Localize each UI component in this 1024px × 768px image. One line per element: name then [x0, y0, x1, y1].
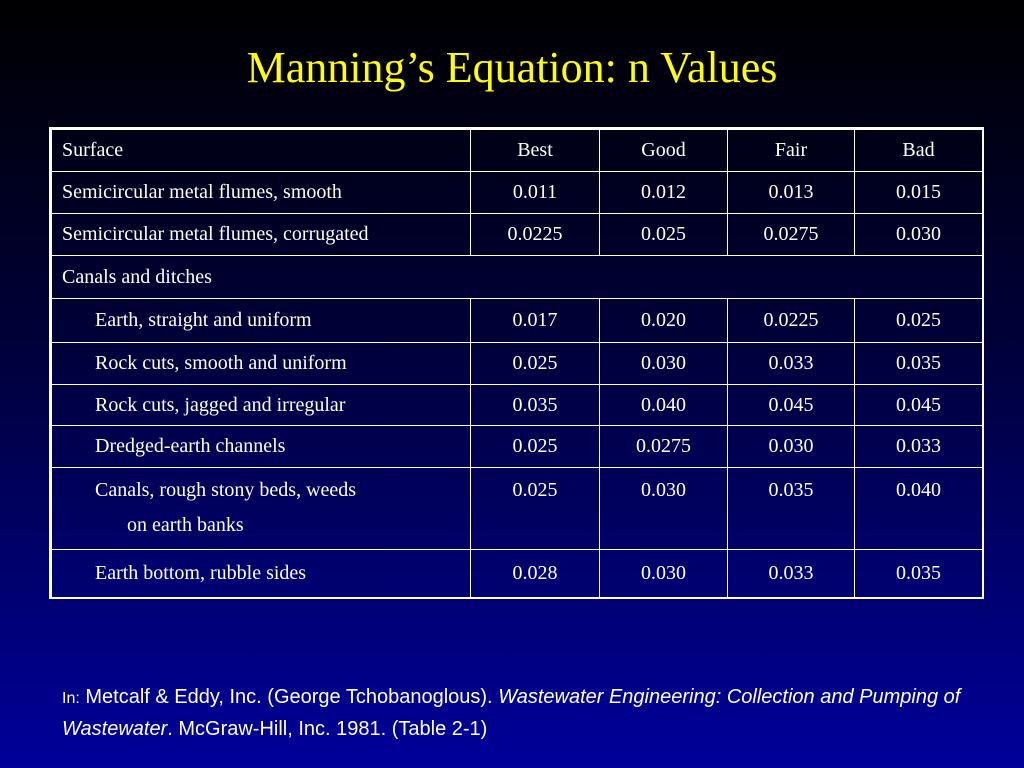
cell-best: 0.035 [470, 384, 600, 426]
cell-bad: 0.033 [854, 425, 983, 468]
slide-title: Manning’s Equation: n Values [246, 43, 778, 92]
table-header-row: Surface Best Good Fair Bad [51, 129, 983, 172]
cell-best: 0.025 [470, 425, 600, 468]
header-fair: Fair [727, 129, 855, 172]
table-row: Dredged-earth channels 0.025 0.0275 0.03… [51, 425, 983, 468]
cell-fair: 0.013 [727, 171, 855, 214]
table-row: Earth, straight and uniform 0.017 0.020 … [51, 298, 983, 343]
cell-fair: 0.045 [727, 384, 855, 426]
cell-good: 0.030 [599, 549, 728, 598]
table-row: Rock cuts, smooth and uniform 0.025 0.03… [51, 342, 983, 385]
table-row: Rock cuts, jagged and irregular 0.035 0.… [51, 384, 983, 426]
cell-bad: 0.035 [854, 549, 983, 598]
table-row: Earth bottom, rubble sides 0.028 0.030 0… [51, 549, 983, 598]
row-label: Earth, straight and uniform [51, 298, 471, 343]
citation: In: Metcalf & Eddy, Inc. (George Tchoban… [62, 682, 962, 744]
citation-publisher: . McGraw-Hill, Inc. 1981. (Table 2-1) [167, 718, 488, 740]
n-values-table: Surface Best Good Fair Bad Semicircular … [49, 127, 984, 599]
cell-fair: 0.033 [727, 342, 855, 385]
row-label-continuation: on earth banks [127, 514, 244, 536]
citation-authors: Metcalf & Eddy, Inc. (George Tchobanoglo… [85, 686, 493, 708]
cell-fair: 0.0225 [727, 298, 855, 343]
table-row: Canals, rough stony beds, weeds on earth… [51, 467, 983, 550]
cell-bad: 0.035 [854, 342, 983, 385]
cell-good: 0.025 [599, 213, 728, 256]
cell-fair: 0.033 [727, 549, 855, 598]
citation-book-title: Wastewater Engineering: Collection and P… [62, 686, 961, 740]
cell-good: 0.012 [599, 171, 728, 214]
header-surface: Surface [51, 129, 471, 172]
cell-bad: 0.015 [854, 171, 983, 214]
row-label: Semicircular metal flumes, smooth [51, 171, 471, 214]
cell-bad: 0.045 [854, 384, 983, 426]
row-label: Rock cuts, smooth and uniform [51, 342, 471, 385]
row-label: Canals, rough stony beds, weeds [95, 479, 357, 501]
row-label: Earth bottom, rubble sides [51, 549, 471, 598]
cell-good: 0.030 [599, 467, 728, 550]
cell-good: 0.040 [599, 384, 728, 426]
cell-bad: 0.040 [854, 467, 983, 550]
cell-best: 0.025 [470, 467, 600, 550]
table-row: Semicircular metal flumes, corrugated 0.… [51, 213, 983, 256]
cell-best: 0.0225 [470, 213, 600, 256]
header-good: Good [599, 129, 728, 172]
row-label: Dredged-earth channels [51, 425, 471, 468]
cell-best: 0.011 [470, 171, 600, 214]
section-row: Canals and ditches [51, 255, 983, 299]
row-label: Semicircular metal flumes, corrugated [51, 213, 471, 256]
cell-good: 0.030 [599, 342, 728, 385]
table-row: Semicircular metal flumes, smooth 0.011 … [51, 171, 983, 214]
row-label: Rock cuts, jagged and irregular [51, 384, 471, 426]
cell-best: 0.028 [470, 549, 600, 598]
cell-fair: 0.0275 [727, 213, 855, 256]
cell-good: 0.0275 [599, 425, 728, 468]
cell-best: 0.017 [470, 298, 600, 343]
row-label-multiline: Canals, rough stony beds, weeds on earth… [51, 467, 471, 550]
cell-best: 0.025 [470, 342, 600, 385]
cell-fair: 0.030 [727, 425, 855, 468]
header-bad: Bad [854, 129, 983, 172]
cell-good: 0.020 [599, 298, 728, 343]
cell-bad: 0.030 [854, 213, 983, 256]
section-label: Canals and ditches [51, 255, 983, 299]
cell-fair: 0.035 [727, 467, 855, 550]
cell-bad: 0.025 [854, 298, 983, 343]
header-best: Best [470, 129, 600, 172]
citation-prefix: In: [62, 690, 80, 707]
